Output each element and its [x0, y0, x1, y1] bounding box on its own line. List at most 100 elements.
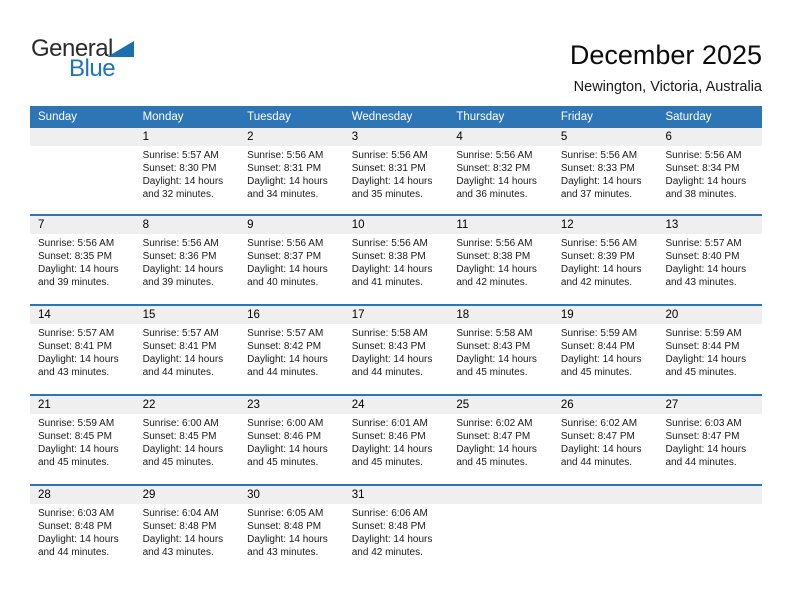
- detail-line: Daylight: 14 hours: [247, 354, 328, 365]
- day-cell-18: 18 Sunrise: 5:58 AM Sunset: 8:43 PM Dayligh…: [448, 306, 553, 394]
- detail-line: Daylight: 14 hours: [247, 534, 328, 545]
- day-cell-25: 25 Sunrise: 6:02 AM Sunset: 8:47 PM Dayligh…: [448, 396, 553, 484]
- day-cell-30: 30 Sunrise: 6:05 AM Sunset: 8:48 PM Dayligh…: [239, 486, 344, 574]
- day-details: Sunrise: 6:06 AM Sunset: 8:48 PM Daylight:…: [344, 504, 449, 559]
- day-details: Sunrise: 6:00 AM Sunset: 8:46 PM Daylight:…: [239, 414, 344, 469]
- detail-line: Sunrise: 6:00 AM: [247, 418, 324, 429]
- detail-line: Sunset: 8:47 PM: [665, 431, 740, 442]
- day-details: Sunrise: 5:56 AM Sunset: 8:39 PM Daylight:…: [553, 234, 658, 289]
- detail-line: Daylight: 14 hours: [560, 354, 642, 365]
- day-number: 2: [239, 128, 344, 146]
- day-details: Sunrise: 5:59 AM Sunset: 8:44 PM Daylight:…: [657, 324, 762, 379]
- weekday-header-tuesday: Tuesday: [247, 111, 291, 123]
- detail-line: and 45 minutes.: [456, 457, 528, 468]
- detail-line: Sunset: 8:46 PM: [351, 431, 426, 442]
- detail-line: Sunrise: 5:56 AM: [38, 238, 115, 249]
- detail-line: Sunset: 8:48 PM: [142, 521, 217, 532]
- detail-line: and 43 minutes.: [142, 547, 214, 558]
- day-number: 16: [239, 306, 344, 324]
- detail-line: Sunset: 8:45 PM: [38, 431, 112, 442]
- detail-line: Sunrise: 5:59 AM: [560, 328, 638, 339]
- weekday-header-thursday: Thursday: [456, 111, 505, 123]
- detail-line: and 40 minutes.: [247, 277, 319, 288]
- detail-line: Sunset: 8:48 PM: [247, 521, 322, 532]
- detail-line: Daylight: 14 hours: [665, 176, 747, 187]
- day-cell-7: 7 Sunrise: 5:56 AM Sunset: 8:35 PM Daylight…: [30, 216, 135, 304]
- day-number: 8: [134, 216, 240, 234]
- detail-line: Sunset: 8:42 PM: [247, 341, 322, 352]
- day-details: Sunrise: 5:56 AM Sunset: 8:33 PM Daylight:…: [553, 146, 658, 201]
- weekday-header-sunday: Sunday: [38, 111, 78, 123]
- day-cell-14: 14 Sunrise: 5:57 AM Sunset: 8:41 PM Dayligh…: [30, 306, 135, 394]
- day-number: 30: [239, 486, 344, 504]
- detail-line: Daylight: 14 hours: [665, 264, 747, 275]
- detail-line: Daylight: 14 hours: [351, 444, 433, 455]
- detail-line: and 43 minutes.: [665, 277, 737, 288]
- day-number: [30, 128, 135, 146]
- detail-line: Sunset: 8:47 PM: [560, 431, 635, 442]
- detail-line: Sunrise: 5:57 AM: [142, 328, 219, 339]
- detail-line: Sunset: 8:36 PM: [142, 251, 217, 262]
- detail-line: Sunset: 8:40 PM: [665, 251, 740, 262]
- day-number: 31: [343, 486, 449, 504]
- detail-line: Sunrise: 5:57 AM: [38, 328, 115, 339]
- day-number: 28: [30, 486, 135, 504]
- day-number: [448, 486, 553, 504]
- detail-line: Sunrise: 6:06 AM: [351, 508, 428, 519]
- detail-line: Sunrise: 6:05 AM: [247, 508, 324, 519]
- day-details: Sunrise: 5:57 AM Sunset: 8:30 PM Daylight:…: [135, 146, 240, 201]
- general-blue-logo: General Blue: [31, 37, 171, 83]
- detail-line: Sunrise: 5:56 AM: [456, 238, 533, 249]
- detail-line: Sunset: 8:43 PM: [351, 341, 426, 352]
- day-details: Sunrise: 6:04 AM Sunset: 8:48 PM Daylight:…: [135, 504, 240, 559]
- detail-line: and 35 minutes.: [351, 189, 423, 200]
- detail-line: Sunrise: 6:01 AM: [351, 418, 428, 429]
- day-number: 14: [30, 306, 135, 324]
- day-details: Sunrise: 5:57 AM Sunset: 8:41 PM Daylight:…: [135, 324, 240, 379]
- detail-line: Sunrise: 5:56 AM: [560, 238, 638, 249]
- detail-line: Sunrise: 6:03 AM: [38, 508, 115, 519]
- logo-text-blue: Blue: [69, 55, 116, 82]
- detail-line: and 45 minutes.: [665, 367, 737, 378]
- detail-line: Daylight: 14 hours: [351, 354, 433, 365]
- day-number: 3: [343, 128, 449, 146]
- detail-line: Sunset: 8:47 PM: [456, 431, 531, 442]
- detail-line: Sunset: 8:44 PM: [560, 341, 635, 352]
- day-number: 13: [657, 216, 763, 234]
- detail-line: Sunrise: 5:57 AM: [142, 150, 219, 161]
- detail-line: and 44 minutes.: [142, 367, 214, 378]
- detail-line: Daylight: 14 hours: [351, 176, 433, 187]
- detail-line: Sunrise: 6:02 AM: [560, 418, 638, 429]
- day-details: [30, 146, 135, 149]
- day-number: 17: [343, 306, 449, 324]
- detail-line: Sunrise: 5:57 AM: [665, 238, 742, 249]
- detail-line: and 38 minutes.: [665, 189, 737, 200]
- detail-line: and 34 minutes.: [247, 189, 319, 200]
- detail-line: Daylight: 14 hours: [456, 444, 537, 455]
- detail-line: and 45 minutes.: [247, 457, 319, 468]
- detail-line: Daylight: 14 hours: [142, 176, 224, 187]
- detail-line: Sunset: 8:34 PM: [665, 163, 740, 174]
- detail-line: and 36 minutes.: [456, 189, 528, 200]
- day-cell-26: 26 Sunrise: 6:02 AM Sunset: 8:47 PM Dayligh…: [552, 396, 658, 484]
- day-cell-4: 4 Sunrise: 5:56 AM Sunset: 8:32 PM Daylight…: [448, 128, 553, 214]
- detail-line: Sunset: 8:31 PM: [247, 163, 322, 174]
- day-number: 7: [30, 216, 135, 234]
- detail-line: Daylight: 14 hours: [38, 534, 119, 545]
- day-details: Sunrise: 6:00 AM Sunset: 8:45 PM Daylight:…: [135, 414, 240, 469]
- detail-line: and 32 minutes.: [142, 189, 214, 200]
- detail-line: Daylight: 14 hours: [38, 444, 119, 455]
- day-details: Sunrise: 5:59 AM Sunset: 8:45 PM Daylight:…: [30, 414, 135, 469]
- day-number: 29: [134, 486, 240, 504]
- detail-line: Daylight: 14 hours: [142, 444, 224, 455]
- day-cell-19: 19 Sunrise: 5:59 AM Sunset: 8:44 PM Dayligh…: [552, 306, 658, 394]
- detail-line: Sunrise: 5:59 AM: [665, 328, 742, 339]
- detail-line: and 45 minutes.: [456, 367, 528, 378]
- day-number: 11: [448, 216, 553, 234]
- day-details: Sunrise: 6:03 AM Sunset: 8:47 PM Daylight:…: [657, 414, 762, 469]
- day-cell-empty: [448, 486, 553, 574]
- week-row: 14 Sunrise: 5:57 AM Sunset: 8:41 PM Dayligh…: [30, 304, 763, 394]
- detail-line: Daylight: 14 hours: [665, 354, 747, 365]
- weekday-header-saturday: Saturday: [665, 111, 712, 123]
- detail-line: Sunrise: 5:56 AM: [351, 238, 428, 249]
